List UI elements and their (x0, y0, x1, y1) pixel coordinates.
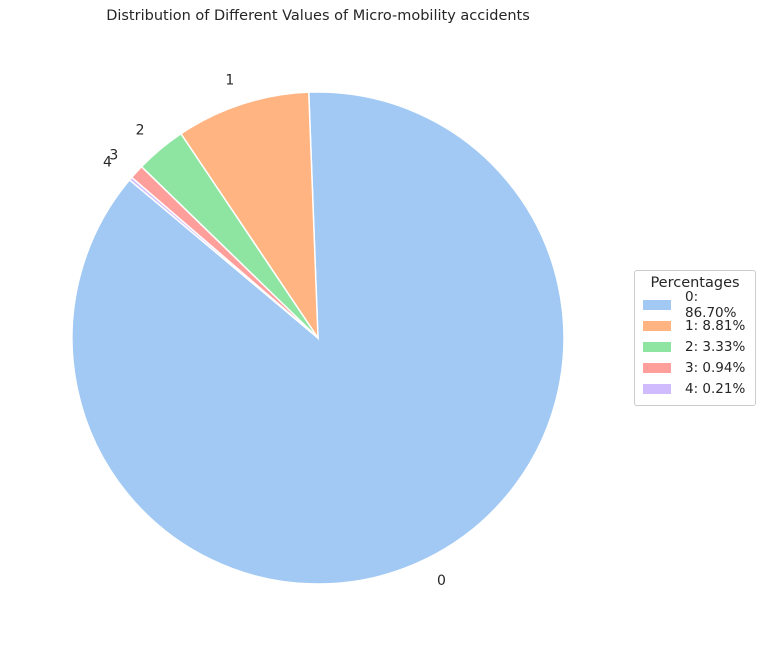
pie-slice-4 (128, 176, 319, 339)
legend-entry-1: 1: 8.81% (643, 315, 747, 336)
pie-label-4: 4 (103, 155, 112, 171)
pie-slices (71, 91, 565, 585)
legend-entry-2: 2: 3.33% (643, 336, 747, 357)
chart-title: Distribution of Different Values of Micr… (106, 8, 530, 24)
pie-labels: 0 1 2 34 (103, 73, 446, 589)
legend-label: 1: 8.81% (685, 317, 746, 334)
legend-title: Percentages (650, 275, 740, 291)
pie-label-1: 1 (225, 73, 234, 89)
legend-swatch (643, 320, 671, 331)
legend-swatch (643, 383, 671, 394)
legend: Percentages 0: 86.70% 1: 8.81% 2: 3.33% 3: … (634, 270, 756, 406)
pie-label-2: 2 (136, 122, 145, 138)
legend-entry-3: 3: 0.94% (643, 357, 747, 378)
legend-swatch (643, 299, 671, 310)
legend-label: 3: 0.94% (685, 359, 746, 376)
legend-swatch (643, 362, 671, 373)
legend-entry-4: 4: 0.21% (643, 378, 747, 399)
legend-swatch (643, 341, 671, 352)
pie-label-3: 3 (109, 147, 118, 163)
legend-label: 0: 86.70% (685, 288, 737, 321)
legend-entry-0: 0: 86.70% (643, 289, 747, 321)
legend-label: 4: 0.21% (685, 380, 746, 397)
legend-entries: 0: 86.70% 1: 8.81% 2: 3.33% 3: 0.94% 4: 0.21… (643, 289, 747, 399)
pie-label-0: 0 (437, 573, 446, 589)
legend-label: 2: 3.33% (685, 338, 746, 355)
pie-chart: 0 1 2 34 (71, 73, 565, 589)
pie-slice-1 (179, 91, 319, 341)
